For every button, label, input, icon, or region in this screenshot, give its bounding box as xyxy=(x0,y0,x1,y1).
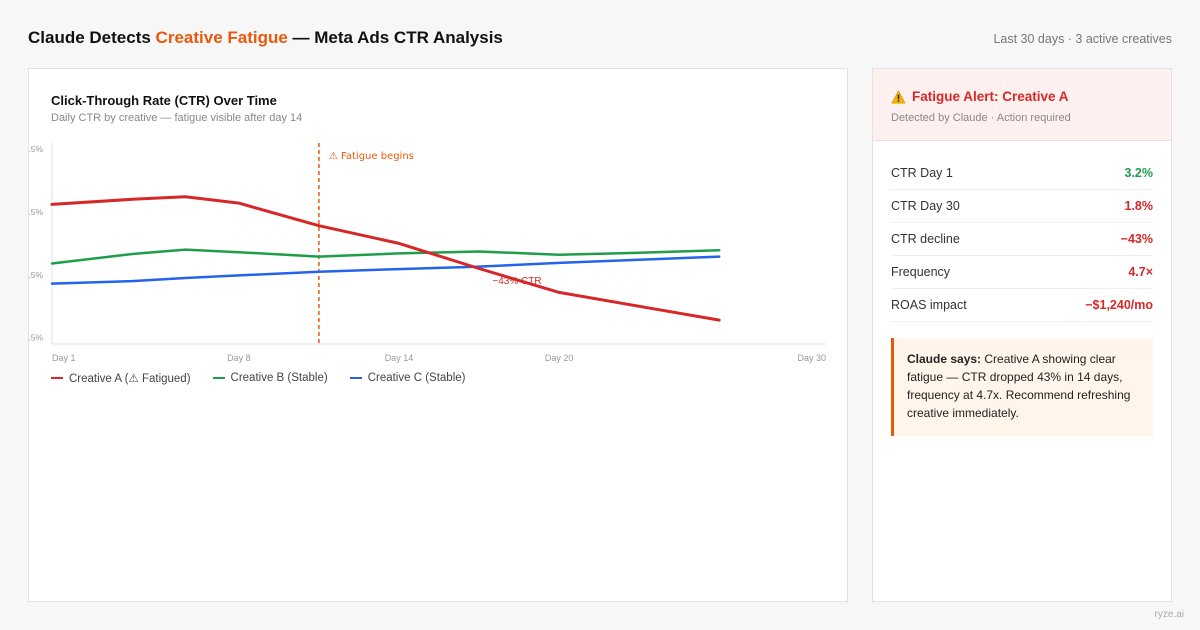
legend-swatch xyxy=(51,377,63,379)
fatigue-alert-panel: Fatigue Alert: Creative A Detected by Cl… xyxy=(872,68,1172,602)
series-line-creative-b xyxy=(50,248,721,265)
x-tick-label: Day 30 xyxy=(797,353,826,363)
metric-row: CTR Day 30 1.8% xyxy=(891,190,1153,223)
alert-subtitle: Detected by Claude · Action required xyxy=(891,112,1071,124)
metric-label: CTR Day 1 xyxy=(891,166,953,180)
metric-row: Frequency 4.7× xyxy=(891,256,1153,289)
ctr-line-chart: 3.5% 2.5% 1.5% 0.5% Day 1 Day 8 Day 14 Day 20 Da… xyxy=(29,143,826,363)
series-line-creative-a xyxy=(50,195,721,322)
legend-item: Creative A (⚠ Fatigued) xyxy=(51,371,191,385)
metric-row: CTR decline −43% xyxy=(891,223,1153,256)
claude-text: Creative A showing clear fatigue — CTR d… xyxy=(907,352,1131,420)
metric-value: −$1,240/mo xyxy=(1085,298,1153,312)
brand-footer: ryze.ai xyxy=(1154,609,1184,620)
legend-swatch xyxy=(349,377,362,379)
series-line-creative-c xyxy=(50,255,721,285)
y-tick-label: 0.5% xyxy=(29,333,43,343)
legend-label: Creative B (Stable) xyxy=(230,372,328,384)
warning-icon xyxy=(891,90,906,103)
page-title: Claude Detects Creative Fatigue — Meta A… xyxy=(28,28,503,48)
metric-value: 3.2% xyxy=(1124,166,1154,180)
metric-label: ROAS impact xyxy=(891,298,967,312)
fatigue-annotation: ⚠ Fatigue begins xyxy=(329,151,414,162)
ctr-decline-annotation: −43% CTR xyxy=(492,276,541,287)
chart-card: Click-Through Rate (CTR) Over Time Daily… xyxy=(28,68,848,602)
metrics-list: CTR Day 1 3.2% CTR Day 30 1.8% CTR decline −4… xyxy=(873,141,1171,322)
chart-legend: Creative A (⚠ Fatigued) Creative B (Stabl… xyxy=(51,371,465,385)
metric-label: CTR decline xyxy=(891,232,960,246)
x-tick-label: Day 8 xyxy=(227,353,251,363)
page-header: Claude Detects Creative Fatigue — Meta A… xyxy=(28,26,1172,54)
title-prefix: Claude Detects xyxy=(28,28,156,47)
date-range-meta: Last 30 days · 3 active creatives xyxy=(993,32,1172,46)
claude-lead: Claude says: xyxy=(907,352,982,366)
title-suffix: — Meta Ads CTR Analysis xyxy=(287,28,503,47)
claude-recommendation: Claude says: Creative A showing clear fa… xyxy=(891,338,1153,436)
y-tick-label: 2.5% xyxy=(29,207,43,217)
x-tick-label: Day 1 xyxy=(52,353,76,363)
y-tick-label: 1.5% xyxy=(29,270,43,280)
metric-row: ROAS impact −$1,240/mo xyxy=(891,289,1153,322)
metric-value: 4.7× xyxy=(1128,265,1153,279)
chart-title: Click-Through Rate (CTR) Over Time xyxy=(51,93,277,108)
x-tick-label: Day 20 xyxy=(545,353,574,363)
metric-label: CTR Day 30 xyxy=(891,199,960,213)
legend-label: Creative A (⚠ Fatigued) xyxy=(69,373,191,385)
metric-value: 1.8% xyxy=(1124,199,1154,213)
metric-value: −43% xyxy=(1120,232,1153,246)
title-accent: Creative Fatigue xyxy=(155,28,288,47)
metric-label: Frequency xyxy=(891,265,951,279)
y-tick-label: 3.5% xyxy=(29,144,43,154)
alert-title: Fatigue Alert: Creative A xyxy=(891,89,1153,104)
chart-subtitle: Daily CTR by creative — fatigue visible … xyxy=(51,112,303,124)
legend-swatch xyxy=(212,377,225,379)
x-tick-label: Day 14 xyxy=(385,353,414,363)
legend-label: Creative C (Stable) xyxy=(367,372,466,384)
alert-title-text: Fatigue Alert: Creative A xyxy=(912,89,1069,104)
metric-row: CTR Day 1 3.2% xyxy=(891,157,1153,190)
alert-header: Fatigue Alert: Creative A Detected by Cl… xyxy=(873,69,1171,141)
legend-item: Creative B (Stable) xyxy=(212,371,328,385)
legend-item: Creative C (Stable) xyxy=(349,371,466,385)
